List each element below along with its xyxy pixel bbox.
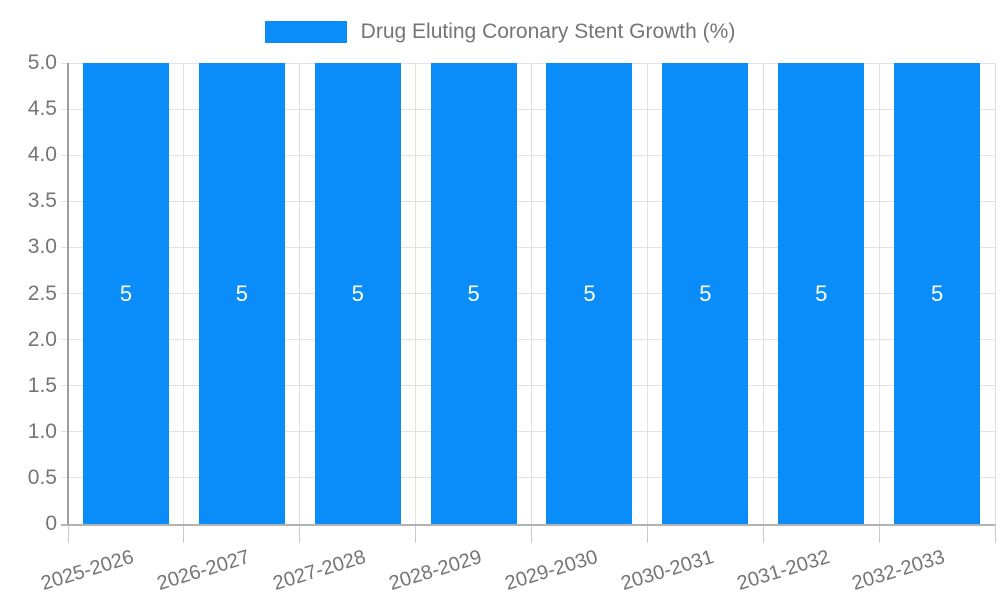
bar	[430, 63, 517, 524]
y-axis-tick-label: 2.0	[27, 327, 57, 351]
x-axis-category-label: 2031-2032	[734, 545, 832, 595]
v-gridline	[415, 63, 417, 524]
legend-swatch	[264, 21, 347, 43]
x-axis-tick	[299, 524, 301, 543]
y-axis-tick-label: 1.5	[27, 373, 57, 397]
x-axis-tick	[183, 524, 185, 543]
x-axis-tick	[762, 524, 764, 543]
x-axis-category-label: 2032-2033	[849, 545, 948, 595]
bar	[198, 63, 285, 524]
bar-value-label: 5	[699, 280, 712, 306]
v-gridline	[878, 63, 880, 524]
y-axis-tick-label: 4.5	[27, 97, 57, 121]
h-gridline	[61, 200, 995, 202]
x-axis-tick	[415, 524, 417, 543]
v-gridline	[646, 63, 648, 524]
x-axis-tick	[646, 524, 648, 543]
h-gridline	[61, 246, 995, 248]
v-gridline	[183, 63, 185, 524]
x-axis-tick	[878, 524, 880, 543]
bar	[894, 63, 981, 524]
x-axis-tick	[67, 524, 69, 543]
x-axis-line	[61, 524, 995, 526]
y-axis-tick-label: 0.5	[27, 465, 57, 489]
x-axis-category-label: 2027-2028	[270, 545, 369, 595]
h-gridline	[61, 339, 995, 341]
h-gridline	[61, 385, 995, 387]
bar-value-label: 5	[815, 280, 828, 306]
v-gridline	[994, 63, 996, 524]
bar-value-label: 5	[351, 280, 364, 306]
bar	[82, 63, 169, 524]
y-axis-tick-label: 3.5	[27, 189, 57, 213]
legend-label: Drug Eluting Coronary Stent Growth (%)	[360, 20, 736, 43]
y-axis-tick-label: 5.0	[27, 51, 57, 74]
bar-value-label: 5	[467, 280, 480, 306]
y-axis-line	[67, 63, 69, 524]
bar	[778, 63, 865, 524]
bar-value-label: 5	[583, 280, 596, 306]
y-axis-tick-label: 1.0	[27, 419, 57, 443]
bar	[662, 63, 749, 524]
x-axis-category-label: 2028-2029	[386, 545, 485, 595]
x-axis-category-label: 2025-2026	[38, 545, 137, 595]
h-gridline	[61, 62, 995, 64]
y-axis-tick-label: 3.0	[27, 235, 57, 259]
h-gridline	[61, 477, 995, 479]
bar-value-label: 5	[235, 280, 248, 306]
v-gridline	[762, 63, 764, 524]
h-gridline	[61, 431, 995, 433]
bar	[314, 63, 401, 524]
h-gridline	[61, 154, 995, 156]
y-axis-tick-label: 2.5	[27, 281, 57, 305]
bar	[546, 63, 633, 524]
x-axis-category-label: 2026-2027	[154, 545, 253, 595]
v-gridline	[531, 63, 532, 524]
x-axis-category-label: 2030-2031	[618, 545, 717, 595]
legend: Drug Eluting Coronary Stent Growth (%)	[0, 18, 1000, 46]
h-gridline	[61, 293, 995, 294]
bar-value-label: 5	[119, 280, 133, 306]
x-axis-tick	[531, 524, 532, 543]
bar-value-label: 5	[930, 280, 944, 306]
y-axis-tick-label: 0	[45, 512, 57, 535]
v-gridline	[299, 63, 301, 524]
h-gridline	[61, 108, 995, 110]
y-axis-tick-label: 4.0	[27, 143, 57, 167]
x-axis-category-label: 2029-2030	[502, 545, 601, 595]
x-axis-tick	[994, 524, 996, 543]
